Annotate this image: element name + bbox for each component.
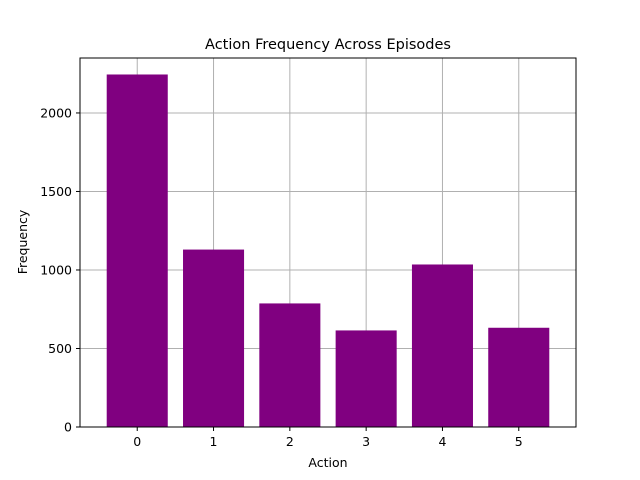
y-tick-label: 0: [64, 420, 72, 435]
chart-title: Action Frequency Across Episodes: [205, 37, 451, 53]
x-tick-label: 0: [133, 434, 141, 449]
x-tick-label: 3: [362, 434, 370, 449]
bar-action-5: [488, 327, 550, 427]
y-axis-label: Frequency: [15, 209, 30, 274]
bar-action-0: [106, 74, 168, 427]
y-axis-ticks: 0 500 1000 1500 2000: [40, 105, 80, 435]
y-tick-label: 500: [48, 341, 72, 356]
y-tick-label: 1000: [40, 262, 72, 277]
y-tick-label: 2000: [40, 105, 72, 120]
bar-action-2: [259, 303, 321, 427]
x-axis-label: Action: [308, 455, 347, 470]
x-tick-label: 4: [438, 434, 446, 449]
bars: [106, 74, 550, 427]
x-tick-label: 1: [210, 434, 218, 449]
bar-action-4: [411, 264, 473, 427]
bar-action-1: [183, 249, 245, 427]
x-tick-label: 5: [515, 434, 523, 449]
x-axis-ticks: 0 1 2 3 4 5: [133, 427, 523, 449]
bar-action-3: [335, 330, 397, 427]
plot-frame: [79, 57, 577, 428]
x-tick-label: 2: [286, 434, 294, 449]
y-tick-label: 1500: [40, 184, 72, 199]
